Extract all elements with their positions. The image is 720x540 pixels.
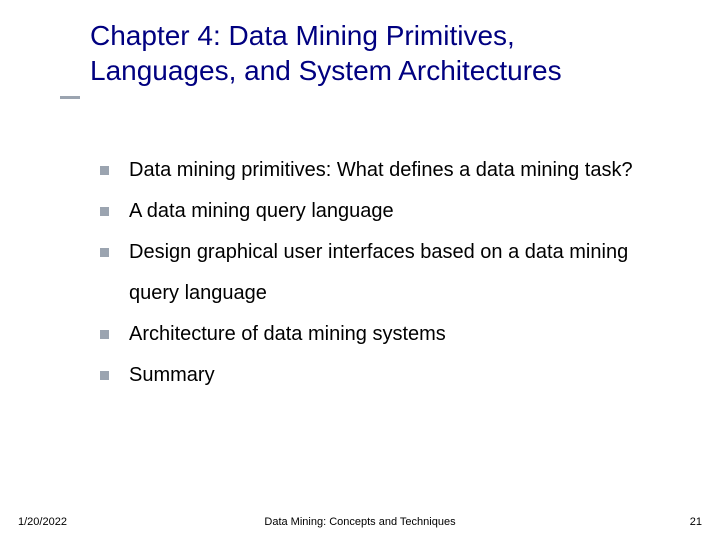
footer-page-number: 21 — [690, 516, 702, 528]
list-item: Summary — [100, 355, 660, 396]
bullet-icon — [100, 166, 109, 175]
bullet-icon — [100, 248, 109, 257]
bullet-text: Summary — [129, 355, 215, 396]
list-item: A data mining query language — [100, 191, 660, 232]
bullet-icon — [100, 207, 109, 216]
footer-center: Data Mining: Concepts and Techniques — [0, 516, 720, 528]
list-item: Data mining primitives: What defines a d… — [100, 150, 660, 191]
bullet-icon — [100, 371, 109, 380]
list-item: Architecture of data mining systems — [100, 314, 660, 355]
bullet-text: Data mining primitives: What defines a d… — [129, 150, 633, 191]
bullet-icon — [100, 330, 109, 339]
bullet-list: Data mining primitives: What defines a d… — [100, 150, 660, 396]
slide: Chapter 4: Data Mining Primitives, Langu… — [0, 0, 720, 540]
slide-title: Chapter 4: Data Mining Primitives, Langu… — [90, 18, 660, 88]
bullet-text: A data mining query language — [129, 191, 394, 232]
bullet-text: Architecture of data mining systems — [129, 314, 446, 355]
title-underline — [60, 96, 80, 99]
bullet-text: Design graphical user interfaces based o… — [129, 232, 660, 314]
list-item: Design graphical user interfaces based o… — [100, 232, 660, 314]
